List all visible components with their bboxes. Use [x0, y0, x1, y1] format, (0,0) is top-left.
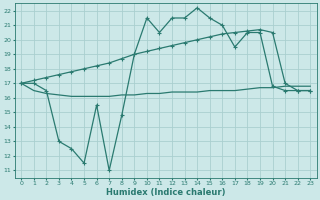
X-axis label: Humidex (Indice chaleur): Humidex (Indice chaleur): [106, 188, 226, 197]
